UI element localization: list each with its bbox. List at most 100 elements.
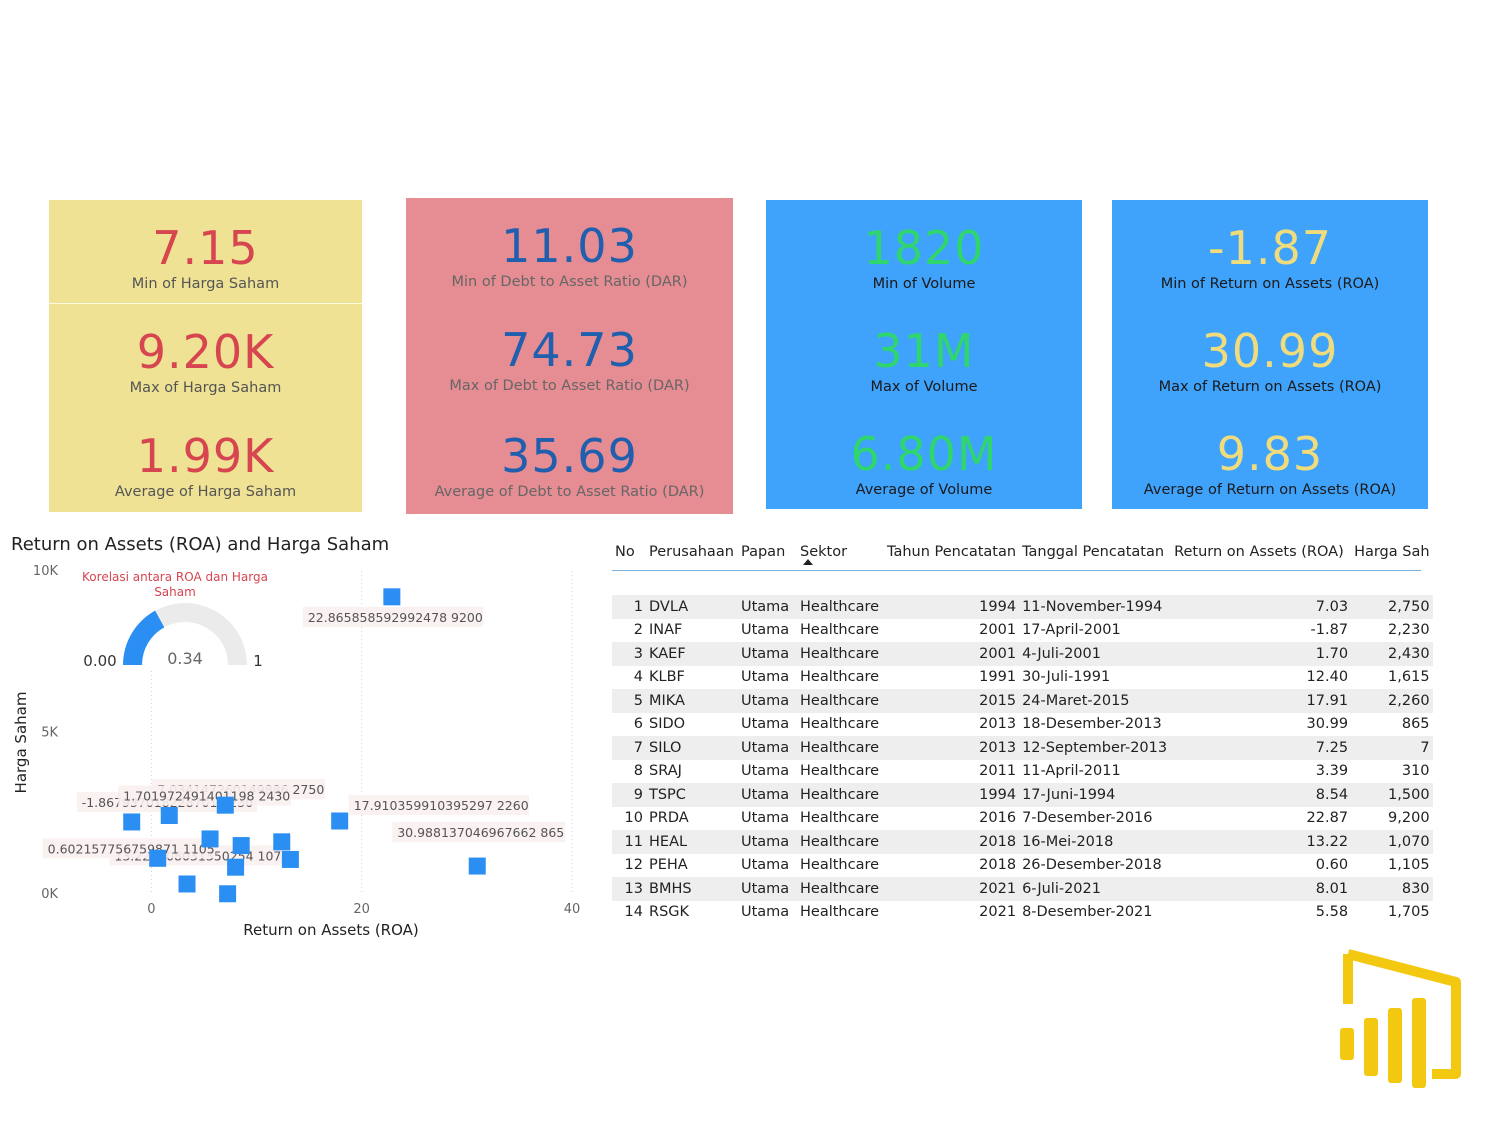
cell-no: 12 bbox=[624, 857, 643, 874]
cell-roa: 30.99 bbox=[1306, 716, 1349, 733]
cell-tanggal: 26-Desember-2018 bbox=[1022, 857, 1162, 874]
cell-papan: Utama bbox=[741, 880, 790, 897]
table-row[interactable]: 14 RSGK Utama Healthcare 2021 8-Desember-2021… bbox=[612, 901, 1433, 925]
table-row[interactable]: 11 HEAL Utama Healthcare 2018 16-Mei-2018 13.2… bbox=[612, 830, 1433, 854]
cell-harga: 830 bbox=[1401, 880, 1430, 897]
cell-tahun: 1994 bbox=[979, 786, 1017, 803]
table-row[interactable]: 12 PEHA Utama Healthcare 2018 26-Desember-201… bbox=[612, 854, 1433, 878]
chart-title: Return on Assets (ROA) and Harga Saham bbox=[11, 534, 390, 555]
sort-ascending-icon[interactable] bbox=[803, 559, 813, 565]
column-header-tanggal-pencatatan[interactable]: Tanggal Pencatatan bbox=[1022, 543, 1165, 560]
cell-sektor: Healthcare bbox=[800, 739, 880, 756]
cell-papan: Utama bbox=[741, 763, 790, 780]
kpi-label: Min of Harga Saham bbox=[131, 276, 280, 292]
cell-harga: 1,070 bbox=[1388, 833, 1430, 850]
table-header: No Perusahaan Papan Sektor Tahun Pencata… bbox=[612, 538, 1433, 565]
kpi-min-dar: 11.03 Min of Debt to Asset Ratio (DAR) bbox=[406, 220, 733, 290]
column-header-no[interactable]: No bbox=[615, 543, 635, 560]
kpi-label: Average of Volume bbox=[855, 482, 993, 498]
cell-no: 3 bbox=[633, 645, 643, 662]
cell-harga: 865 bbox=[1401, 716, 1430, 733]
cell-sektor: Healthcare bbox=[800, 716, 880, 733]
data-label: 22.865858592992478 9200 bbox=[308, 610, 483, 625]
cell-sektor: Healthcare bbox=[800, 880, 880, 897]
cell-roa: 8.01 bbox=[1315, 880, 1349, 897]
column-header-tahun-pencatatan[interactable]: Tahun Pencatatan bbox=[887, 543, 1017, 560]
scatter-point bbox=[201, 830, 219, 848]
data-label-background bbox=[392, 822, 566, 843]
kpi-max-volume: 31M Max of Volume bbox=[766, 325, 1082, 395]
cell-tanggal: 18-Desember-2013 bbox=[1022, 716, 1162, 733]
column-header-perusahaan[interactable]: Perusahaan bbox=[649, 543, 734, 560]
cell-no: 1 bbox=[633, 598, 643, 615]
kpi-value: -1.87 bbox=[1207, 221, 1333, 275]
table-row[interactable]: 1 DVLA Utama Healthcare 1994 11-November-1994… bbox=[612, 595, 1433, 619]
table-row[interactable]: 2 INAF Utama Healthcare 2001 17-April-2001 -1.… bbox=[612, 619, 1433, 643]
cell-no: 4 bbox=[633, 669, 643, 686]
table-row[interactable]: 8 SRAJ Utama Healthcare 2011 11-April-2011 3.3… bbox=[612, 760, 1433, 784]
roa-card[interactable]: -1.87 Min of Return on Assets (ROA) 30.99… bbox=[1112, 200, 1428, 509]
cell-no: 11 bbox=[624, 833, 643, 850]
cell-tanggal: 12-September-2013 bbox=[1022, 739, 1168, 756]
gauge-value: 0.34 bbox=[167, 649, 203, 668]
scatter-point bbox=[149, 849, 167, 867]
scatter-chart[interactable]: 0 20 40 0K 5K 10K Return on Assets (ROA) Harga … bbox=[0, 555, 590, 955]
kpi-max-harga-saham: 9.20K Max of Harga Saham bbox=[49, 326, 362, 396]
table-row[interactable]: 3 KAEF Utama Healthcare 2001 4-Juli-2001 1.70 2… bbox=[612, 642, 1433, 666]
cell-tahun: 2018 bbox=[979, 833, 1017, 850]
x-axis-label: Return on Assets (ROA) bbox=[243, 921, 419, 939]
kpi-value: 9.83 bbox=[1216, 427, 1324, 481]
column-header-sektor[interactable]: Sektor bbox=[800, 543, 848, 560]
cell-roa: 22.87 bbox=[1306, 810, 1349, 827]
cell-roa: 12.40 bbox=[1306, 669, 1349, 686]
table-row[interactable]: 6 SIDO Utama Healthcare 2013 18-Desember-2013… bbox=[612, 713, 1433, 737]
cell-perusahaan: SIDO bbox=[649, 716, 686, 733]
kpi-label: Average of Debt to Asset Ratio (DAR) bbox=[434, 484, 705, 500]
x-tick-label: 40 bbox=[564, 902, 581, 917]
harga-saham-card[interactable]: 7.15 Min of Harga Saham 9.20K Max of Harga… bbox=[49, 200, 362, 512]
cell-papan: Utama bbox=[741, 857, 790, 874]
cell-roa: 8.54 bbox=[1315, 786, 1349, 803]
cell-roa: 5.58 bbox=[1315, 904, 1349, 921]
column-header-harga-saham[interactable]: Harga Sah bbox=[1354, 543, 1430, 560]
cell-harga: 7 bbox=[1420, 739, 1430, 756]
kpi-avg-dar: 35.69 Average of Debt to Asset Ratio (DAR… bbox=[406, 430, 733, 500]
data-label: 17.910359910395297 2260 bbox=[354, 798, 529, 813]
kpi-value: 11.03 bbox=[501, 219, 638, 273]
table-row[interactable]: 13 BMHS Utama Healthcare 2021 6-Juli-2021 8.01… bbox=[612, 877, 1433, 901]
kpi-value: 7.15 bbox=[152, 221, 259, 275]
dar-card[interactable]: 11.03 Min of Debt to Asset Ratio (DAR) 74… bbox=[406, 198, 733, 514]
cell-tahun: 2016 bbox=[979, 810, 1017, 827]
scatter-point bbox=[216, 796, 234, 814]
company-table[interactable]: No Perusahaan Papan Sektor Tahun Pencata… bbox=[612, 538, 1433, 924]
kpi-value: 35.69 bbox=[501, 429, 638, 483]
scatter-point bbox=[227, 858, 245, 876]
cell-papan: Utama bbox=[741, 669, 790, 686]
cell-perusahaan: RSGK bbox=[649, 904, 690, 921]
table-row[interactable]: 4 KLBF Utama Healthcare 1991 30-Juli-1991 12.4… bbox=[612, 666, 1433, 690]
cell-sektor: Healthcare bbox=[800, 692, 880, 709]
table-row[interactable]: 7 SILO Utama Healthcare 2013 12-September-201… bbox=[612, 736, 1433, 760]
cell-no: 8 bbox=[633, 763, 643, 780]
kpi-value: 31M bbox=[873, 324, 975, 378]
table-row[interactable]: 9 TSPC Utama Healthcare 1994 17-Juni-1994 8.54… bbox=[612, 783, 1433, 807]
table-row[interactable]: 5 MIKA Utama Healthcare 2015 24-Maret-2015 17.… bbox=[612, 689, 1433, 713]
cell-sektor: Healthcare bbox=[800, 904, 880, 921]
cell-tahun: 2021 bbox=[979, 880, 1017, 897]
kpi-value: 1.99K bbox=[136, 429, 275, 483]
cell-roa: 1.70 bbox=[1315, 645, 1349, 662]
kpi-label: Min of Return on Assets (ROA) bbox=[1160, 276, 1380, 292]
cell-harga: 2,260 bbox=[1388, 692, 1430, 709]
cell-tahun: 1991 bbox=[979, 669, 1017, 686]
cell-tanggal: 16-Mei-2018 bbox=[1022, 833, 1114, 850]
cell-tahun: 1994 bbox=[979, 598, 1017, 615]
cell-harga: 1,500 bbox=[1388, 786, 1430, 803]
volume-card[interactable]: 1820 Min of Volume 31M Max of Volume 6.80M… bbox=[766, 200, 1082, 509]
table-row[interactable]: 10 PRDA Utama Healthcare 2016 7-Desember-2016… bbox=[612, 807, 1433, 831]
cell-papan: Utama bbox=[741, 786, 790, 803]
cell-papan: Utama bbox=[741, 622, 790, 639]
column-header-papan[interactable]: Papan bbox=[741, 543, 786, 560]
kpi-max-roa: 30.99 Max of Return on Assets (ROA) bbox=[1112, 325, 1428, 395]
scatter-point bbox=[232, 837, 250, 855]
column-header-roa[interactable]: Return on Assets (ROA) bbox=[1174, 543, 1344, 560]
